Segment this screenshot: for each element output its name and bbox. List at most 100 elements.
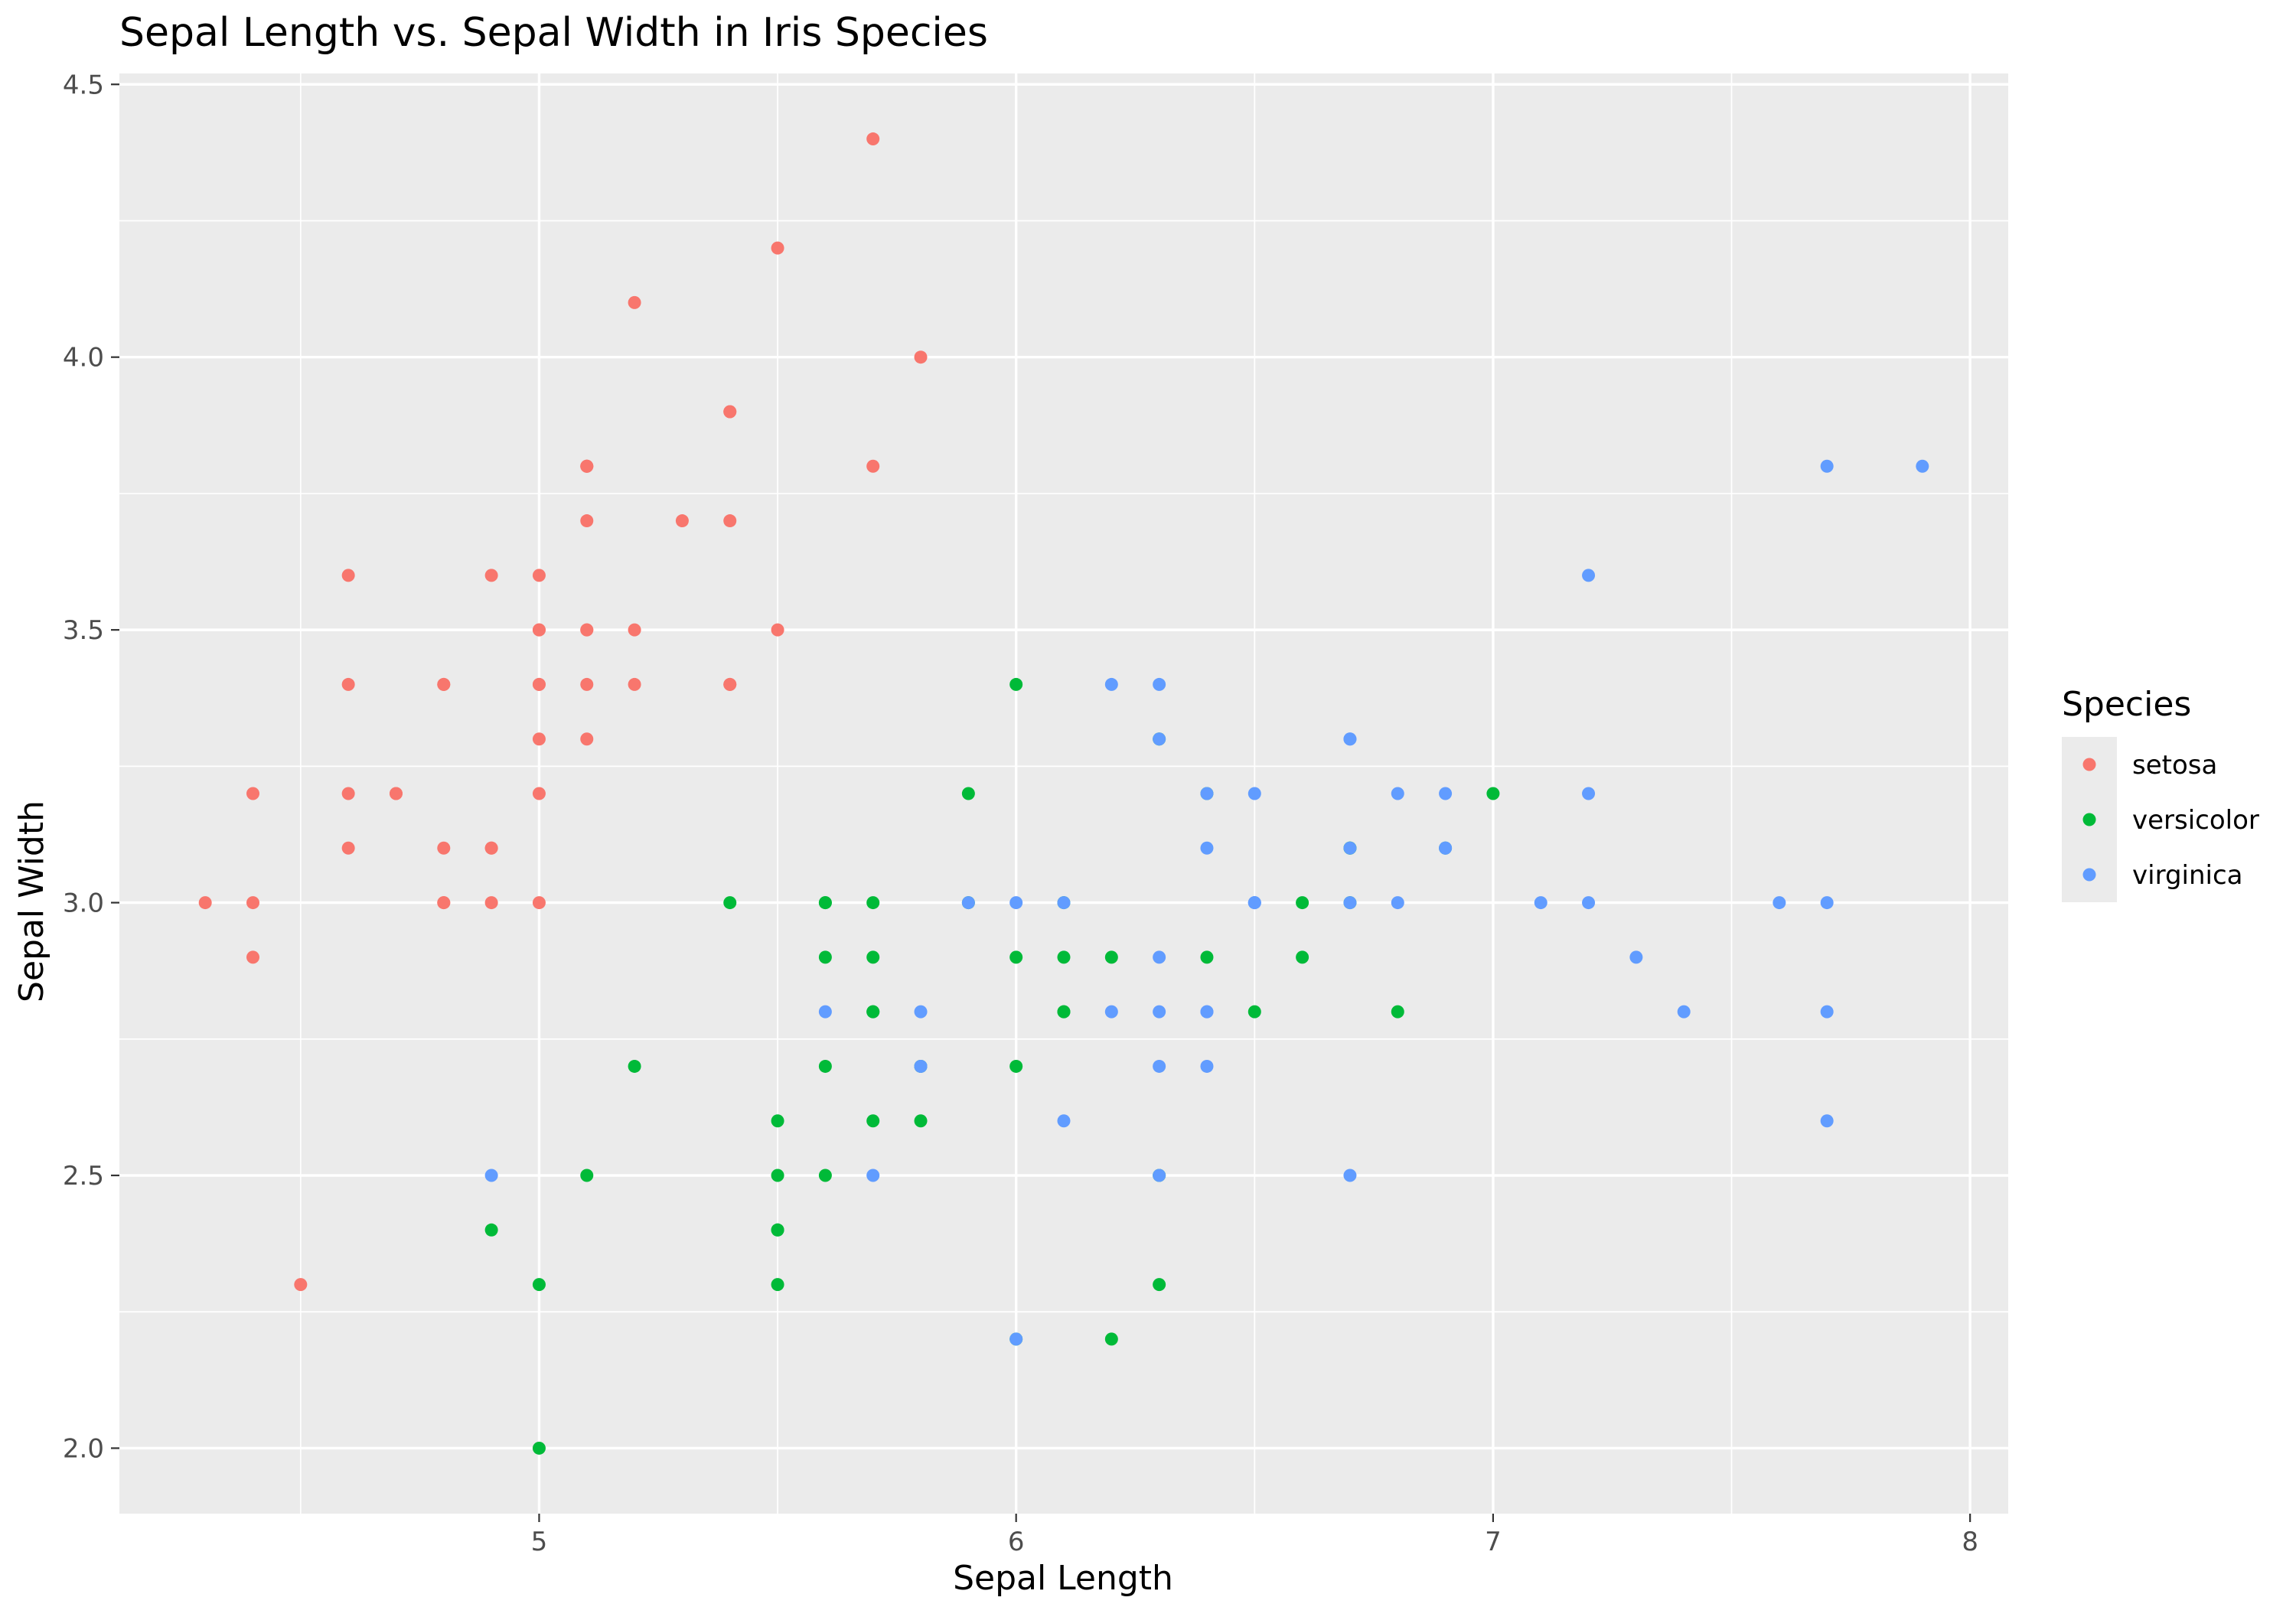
point-setosa: setosa (5.1, 3.5) xyxy=(580,623,594,637)
point-versicolor: versicolor (6.6, 2.9) xyxy=(1296,950,1309,964)
point-versicolor: versicolor (6.2, 2.9) xyxy=(1104,950,1118,964)
point-virginica: virginica (5.8, 2.8) xyxy=(914,1005,928,1019)
point-virginica: virginica (7.9, 3.8) xyxy=(1916,459,1929,473)
point-virginica: virginica (7.7, 3) xyxy=(1820,896,1834,910)
point-versicolor: versicolor (5.9, 3.2) xyxy=(961,787,975,800)
y-tick-label: 2.5 xyxy=(63,1161,104,1191)
point-setosa: setosa (4.6, 3.2) xyxy=(341,787,355,800)
point-versicolor: versicolor (5.7, 2.8) xyxy=(866,1005,880,1019)
point-versicolor: versicolor (5.7, 2.9) xyxy=(866,950,880,964)
point-setosa: setosa (5, 3.5) xyxy=(532,623,546,637)
point-virginica: virginica (6.7, 3) xyxy=(1343,896,1357,910)
point-setosa: setosa (5.5, 3.5) xyxy=(771,623,784,637)
point-versicolor: versicolor (5.4, 3) xyxy=(723,896,737,910)
point-versicolor: versicolor (5.2, 2.7) xyxy=(628,1059,641,1073)
point-setosa: setosa (4.4, 3.2) xyxy=(246,787,260,800)
point-virginica: virginica (6.4, 3.1) xyxy=(1200,841,1214,855)
point-virginica: virginica (6.4, 3.2) xyxy=(1200,787,1214,800)
point-virginica: virginica (6.3, 3.4) xyxy=(1153,677,1166,691)
point-setosa: setosa (4.7, 3.2) xyxy=(389,787,403,800)
point-setosa: setosa (5.7, 3.8) xyxy=(866,459,880,473)
point-virginica: virginica (6.7, 2.5) xyxy=(1343,1169,1357,1182)
point-virginica: virginica (7.7, 2.6) xyxy=(1820,1114,1834,1128)
point-versicolor: versicolor (6.1, 2.9) xyxy=(1057,950,1071,964)
point-setosa: setosa (5, 3.6) xyxy=(532,569,546,582)
point-setosa: setosa (4.6, 3.6) xyxy=(341,569,355,582)
point-versicolor: versicolor (5.7, 2.6) xyxy=(866,1114,880,1128)
point-virginica: virginica (6.7, 3.1) xyxy=(1343,841,1357,855)
point-virginica: virginica (7.6, 3) xyxy=(1773,896,1786,910)
point-virginica: virginica (6, 2.2) xyxy=(1009,1332,1023,1346)
point-versicolor: versicolor (5.5, 2.4) xyxy=(771,1223,784,1237)
point-versicolor: versicolor (6.4, 2.9) xyxy=(1200,950,1214,964)
legend-label-versicolor: versicolor xyxy=(2132,805,2259,836)
point-setosa: setosa (5.1, 3.7) xyxy=(580,514,594,528)
point-virginica: virginica (6.2, 2.8) xyxy=(1104,1005,1118,1019)
point-setosa: setosa (4.8, 3) xyxy=(437,896,451,910)
legend-label-virginica: virginica xyxy=(2132,860,2243,891)
legend-label-setosa: setosa xyxy=(2132,750,2217,781)
point-versicolor: versicolor (6.8, 2.8) xyxy=(1391,1005,1404,1019)
y-tick-label: 4.5 xyxy=(63,70,104,100)
point-versicolor: versicolor (6.6, 3) xyxy=(1296,896,1309,910)
point-versicolor: versicolor (6, 2.7) xyxy=(1009,1059,1023,1073)
data-points: setosa (5.1, 3.5) setosa (4.9, 3) setosa (… xyxy=(198,132,1929,1455)
point-virginica: virginica (4.9, 2.5) xyxy=(484,1169,498,1182)
y-tick-label: 4.0 xyxy=(63,343,104,373)
point-virginica: virginica (6.7, 3.3) xyxy=(1343,732,1357,746)
point-virginica: virginica (6.4, 2.7) xyxy=(1200,1059,1214,1073)
point-setosa: setosa (5.3, 3.7) xyxy=(675,514,689,528)
point-versicolor: versicolor (6.5, 2.8) xyxy=(1247,1005,1261,1019)
point-versicolor: versicolor (6.3, 2.3) xyxy=(1153,1278,1166,1292)
point-setosa: setosa (4.5, 2.3) xyxy=(294,1278,308,1292)
point-virginica: virginica (7.4, 2.8) xyxy=(1677,1005,1691,1019)
point-virginica: virginica (6.1, 3) xyxy=(1057,896,1071,910)
point-setosa: setosa (5, 3.2) xyxy=(532,787,546,800)
point-virginica: virginica (6.3, 2.8) xyxy=(1153,1005,1166,1019)
point-versicolor: versicolor (5.6, 3) xyxy=(818,896,832,910)
point-versicolor: versicolor (4.9, 2.4) xyxy=(484,1223,498,1237)
y-tick-label: 2.0 xyxy=(63,1433,104,1464)
point-versicolor: versicolor (5.8, 2.6) xyxy=(914,1114,928,1128)
point-setosa: setosa (5.1, 3.4) xyxy=(580,677,594,691)
point-setosa: setosa (4.4, 3) xyxy=(246,896,260,910)
point-virginica: virginica (6.2, 3.4) xyxy=(1104,677,1118,691)
point-virginica: virginica (7.2, 3.6) xyxy=(1582,569,1596,582)
point-setosa: setosa (5.2, 3.5) xyxy=(628,623,641,637)
point-virginica: virginica (6.5, 3) xyxy=(1247,896,1261,910)
point-setosa: setosa (4.8, 3.1) xyxy=(437,841,451,855)
point-versicolor: versicolor (7, 3.2) xyxy=(1486,787,1500,800)
point-setosa: setosa (5.1, 3.8) xyxy=(580,459,594,473)
point-virginica: virginica (6.3, 2.5) xyxy=(1153,1169,1166,1182)
x-tick-label: 7 xyxy=(1485,1527,1502,1557)
point-virginica: virginica (5.8, 2.7) xyxy=(914,1059,928,1073)
point-setosa: setosa (5.4, 3.9) xyxy=(723,405,737,419)
point-virginica: virginica (6.5, 3.2) xyxy=(1247,787,1261,800)
x-axis-ticks: 5 6 7 8 xyxy=(531,1514,1978,1557)
y-axis-ticks: 2.0 2.5 3.0 3.5 4.0 4.5 xyxy=(63,70,119,1464)
point-versicolor: versicolor (6.2, 2.2) xyxy=(1104,1332,1118,1346)
point-virginica: virginica (6.3, 2.7) xyxy=(1153,1059,1166,1073)
y-tick-label: 3.0 xyxy=(63,888,104,919)
point-versicolor: versicolor (5.7, 3) xyxy=(866,896,880,910)
x-axis-title: Sepal Length xyxy=(953,1559,1173,1598)
plot-panel xyxy=(119,73,2008,1514)
x-tick-label: 5 xyxy=(531,1527,548,1557)
point-virginica: virginica (6.1, 2.6) xyxy=(1057,1114,1071,1128)
point-virginica: virginica (5.6, 2.8) xyxy=(818,1005,832,1019)
point-virginica: virginica (5.7, 2.5) xyxy=(866,1169,880,1182)
legend-title: Species xyxy=(2062,685,2191,724)
major-gridlines xyxy=(119,73,2008,1514)
point-virginica: virginica (6.9, 3.2) xyxy=(1439,787,1453,800)
point-virginica: virginica (6.9, 3.1) xyxy=(1439,841,1453,855)
point-versicolor: versicolor (5, 2.3) xyxy=(532,1278,546,1292)
point-setosa: setosa (5.8, 4) xyxy=(914,350,928,364)
y-tick-label: 3.5 xyxy=(63,615,104,646)
point-setosa: setosa (5.7, 4.4) xyxy=(866,132,880,146)
point-virginica: virginica (7.2, 3) xyxy=(1582,896,1596,910)
point-versicolor: versicolor (6, 2.9) xyxy=(1009,950,1023,964)
point-setosa: setosa (5.4, 3.4) xyxy=(723,677,737,691)
minor-gridlines xyxy=(119,73,2008,1514)
point-virginica: virginica (7.1, 3) xyxy=(1534,896,1548,910)
